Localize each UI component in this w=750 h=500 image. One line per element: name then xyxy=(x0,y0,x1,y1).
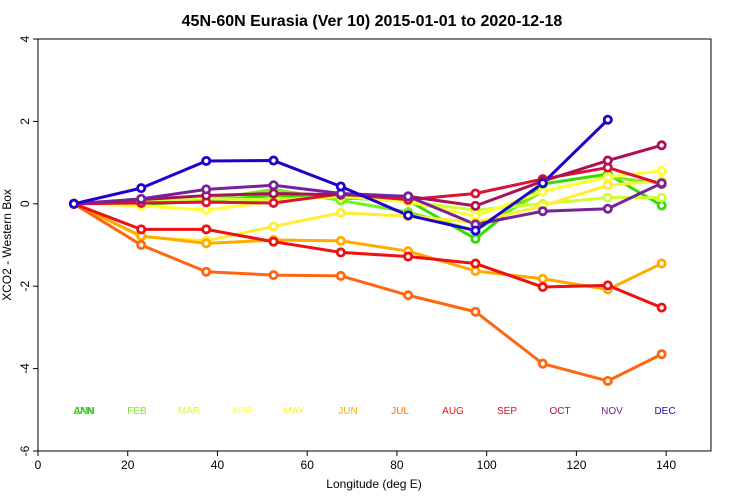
x-tick-label: 120 xyxy=(566,458,586,472)
data-point-aug xyxy=(335,247,346,258)
y-tick-label: 0 xyxy=(18,200,32,207)
legend-label-may: MAY xyxy=(284,406,305,417)
x-tick-label: 0 xyxy=(35,458,42,472)
data-point-aug xyxy=(136,224,147,235)
y-tick-label: 2 xyxy=(18,118,32,125)
data-point-oct xyxy=(470,200,481,211)
y-tick-label: -4 xyxy=(18,363,32,374)
legend-label-ann: ANN xyxy=(73,406,94,417)
data-point-jul xyxy=(602,375,613,386)
data-point-oct xyxy=(602,155,613,166)
data-point-jun xyxy=(201,238,212,249)
x-tick-label: 40 xyxy=(211,458,225,472)
x-tick-label: 80 xyxy=(390,458,404,472)
data-point-jul xyxy=(470,306,481,317)
data-point-dec xyxy=(537,178,548,189)
data-point-dec xyxy=(68,198,79,209)
x-tick-label: 20 xyxy=(121,458,135,472)
data-point-aug xyxy=(201,224,212,235)
y-tick-label: 4 xyxy=(18,35,32,42)
data-point-jul xyxy=(136,239,147,250)
data-point-aug xyxy=(268,236,279,247)
legend-label-sep: SEP xyxy=(497,406,517,417)
legend-label-jun: JUN xyxy=(338,406,357,417)
data-point-aug xyxy=(470,258,481,269)
axis-ticks: 0 20 40 60 80 100 120 140 -6 -4 -2 0 2 4 xyxy=(18,35,676,472)
data-point-sep xyxy=(268,197,279,208)
data-point-dec xyxy=(268,155,279,166)
data-point-nov xyxy=(268,180,279,191)
data-point-may xyxy=(335,207,346,218)
data-point-aug xyxy=(602,280,613,291)
chart-title: 45N-60N Eurasia (Ver 10) 2015-01-01 to 2… xyxy=(182,13,563,30)
y-tick-label: -2 xyxy=(18,281,32,292)
data-point-jun xyxy=(335,235,346,246)
data-point-apr xyxy=(537,186,548,197)
data-point-apr xyxy=(656,165,667,176)
legend-label-jul: JUL xyxy=(391,406,409,417)
data-point-jul xyxy=(201,266,212,277)
data-point-oct xyxy=(656,140,667,151)
legend-label-nov: NOV xyxy=(601,406,623,417)
legend-label-apr: APR xyxy=(232,406,253,417)
data-point-apr xyxy=(602,172,613,183)
series-line-jun xyxy=(73,202,663,291)
data-point-may xyxy=(268,221,279,232)
legend-label-dec: DEC xyxy=(654,406,675,417)
plot-frame xyxy=(37,38,712,452)
data-point-nov xyxy=(537,206,548,217)
data-point-jan xyxy=(656,200,667,211)
series-line-apr xyxy=(73,169,662,218)
data-point-dec xyxy=(602,114,613,125)
x-tick-label: 140 xyxy=(656,458,676,472)
data-point-dec xyxy=(335,181,346,192)
y-tick-label: -6 xyxy=(18,445,32,456)
series-line-jul xyxy=(73,202,663,383)
legend-label-feb: FEB xyxy=(127,406,147,417)
x-axis-label: Longitude (deg E) xyxy=(326,477,421,491)
data-point-aug xyxy=(656,302,667,313)
series-line-aug xyxy=(73,202,663,310)
data-point-jul xyxy=(268,270,279,281)
data-point-dec xyxy=(470,225,481,236)
data-point-oct xyxy=(268,188,279,199)
data-point-jun xyxy=(537,273,548,284)
legend-label-mar: MAR xyxy=(178,406,200,417)
data-point-jul xyxy=(656,349,667,360)
x-tick-label: 60 xyxy=(301,458,315,472)
x-tick-label: 100 xyxy=(477,458,497,472)
data-point-mar xyxy=(656,192,667,203)
data-point-jul xyxy=(335,270,346,281)
data-point-dec xyxy=(201,155,212,166)
data-point-may xyxy=(602,180,613,191)
data-point-jul xyxy=(537,358,548,369)
series-line-nov xyxy=(73,181,663,226)
data-point-jun xyxy=(656,258,667,269)
data-point-apr xyxy=(201,204,212,215)
data-point-jul xyxy=(403,290,414,301)
data-point-dec xyxy=(136,183,147,194)
data-point-aug xyxy=(537,282,548,293)
data-point-nov xyxy=(403,191,414,202)
legend-label-jan: JAN xyxy=(75,406,94,417)
data-point-jan xyxy=(470,233,481,244)
data-point-aug xyxy=(403,251,414,262)
data-point-nov xyxy=(136,193,147,204)
data-point-mar xyxy=(602,192,613,203)
data-point-nov xyxy=(602,203,613,214)
data-point-nov xyxy=(201,184,212,195)
legend-label-aug: AUG xyxy=(442,406,464,417)
legend-label-oct: OCT xyxy=(549,406,570,417)
data-point-dec xyxy=(403,210,414,221)
y-axis-label: XCO2 - Western Box xyxy=(0,189,14,301)
data-point-nov xyxy=(656,178,667,189)
data-point-sep xyxy=(470,188,481,199)
series-lines xyxy=(73,118,663,383)
series-points xyxy=(68,114,667,386)
